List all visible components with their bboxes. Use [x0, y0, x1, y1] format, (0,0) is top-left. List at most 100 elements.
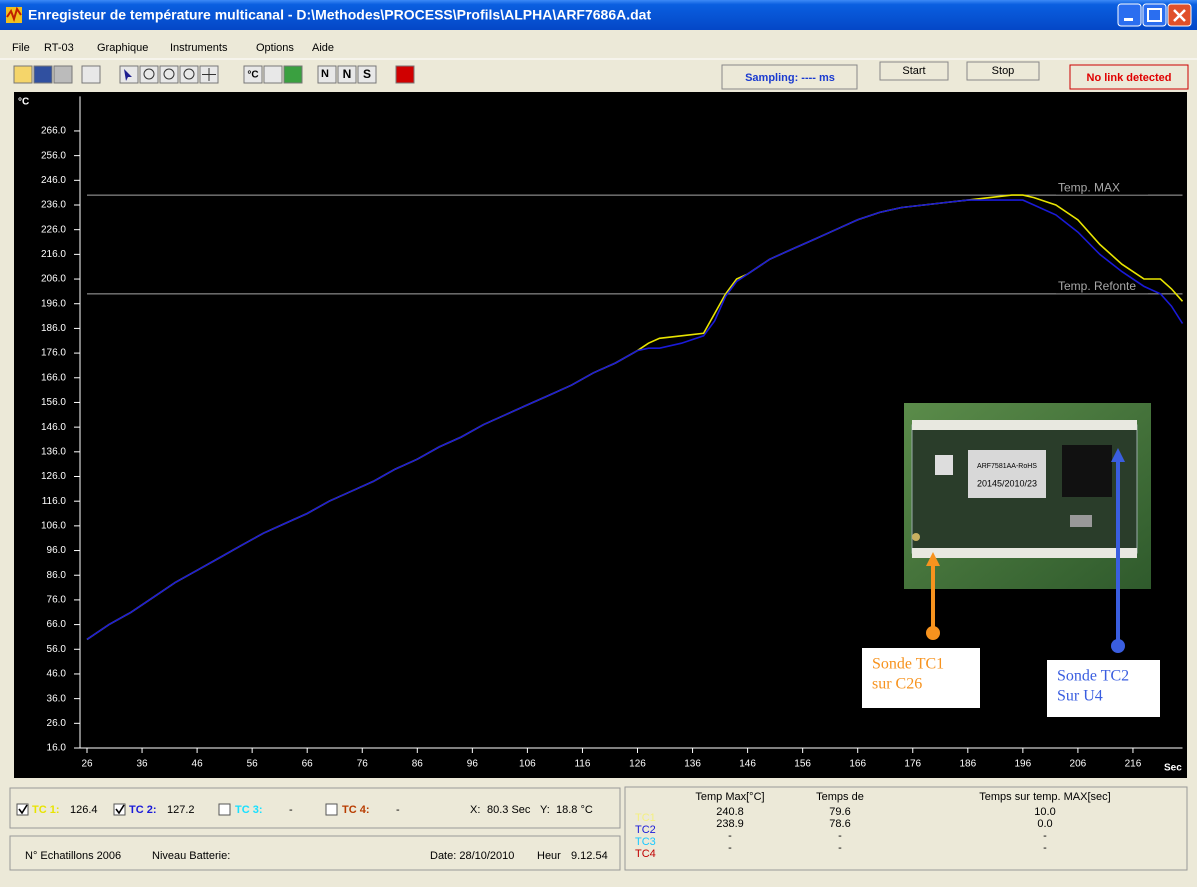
color-button[interactable]	[284, 66, 302, 83]
channel-checkbox[interactable]	[219, 804, 230, 815]
link-status: No link detected	[1087, 72, 1172, 84]
menu-item[interactable]: Graphique	[97, 42, 148, 54]
x-tick-label: 216	[1125, 759, 1142, 770]
y-tick-label: 66.0	[47, 619, 67, 630]
y-tick-label: 46.0	[47, 669, 67, 680]
channel-checkbox[interactable]	[326, 804, 337, 815]
reference-label: Temp. MAX	[1058, 180, 1120, 194]
x-readout-value: 80.3 Sec	[487, 804, 531, 816]
table-cell: -	[1043, 842, 1047, 854]
x-tick-label: 156	[794, 759, 811, 770]
x-tick-label: 126	[629, 759, 646, 770]
channel-value: 126.4	[70, 804, 98, 816]
y-axis-label: °C	[18, 97, 29, 108]
y-tick-label: 76.0	[47, 595, 67, 606]
y-tick-label: 26.0	[47, 718, 67, 729]
app-window: Enregisteur de température multicanal - …	[0, 0, 1197, 887]
table-header: Temp Max[°C]	[695, 791, 764, 803]
x-tick-label: 186	[959, 759, 976, 770]
row-name: TC4	[635, 848, 656, 860]
s-button-label: S	[363, 67, 371, 81]
window-title: Enregisteur de température multicanal - …	[28, 7, 651, 23]
channel-value: -	[289, 804, 293, 816]
y-tick-label: 186.0	[41, 323, 66, 334]
maximize-button[interactable]	[1143, 4, 1166, 26]
row-name: TC3	[635, 836, 656, 848]
x-axis-label: Sec	[1164, 763, 1182, 774]
print-button[interactable]	[54, 66, 72, 83]
sampling-text: Sampling: ---- ms	[745, 72, 835, 84]
ic-u4	[1062, 445, 1112, 497]
table-cell: -	[838, 830, 842, 842]
preview-button[interactable]	[82, 66, 100, 83]
table-cell: 79.6	[829, 806, 850, 818]
menu-item[interactable]: Options	[256, 42, 294, 54]
table-cell: -	[1043, 830, 1047, 842]
stop-label: Stop	[992, 65, 1015, 77]
channel-name: TC 3:	[235, 804, 263, 816]
table-cell: 0.0	[1037, 818, 1052, 830]
x-tick-label: 146	[739, 759, 756, 770]
x-tick-label: 26	[81, 759, 93, 770]
x-tick-label: 166	[849, 759, 866, 770]
menu-item[interactable]: RT-03	[44, 42, 74, 54]
record-button[interactable]	[396, 66, 414, 83]
table-cell: 240.8	[716, 806, 744, 818]
c26-pad	[912, 533, 920, 541]
y-tick-label: 16.0	[47, 743, 67, 754]
y-tick-label: 256.0	[41, 150, 66, 161]
y-readout-label: Y:	[540, 804, 550, 816]
minimize-glyph	[1124, 18, 1133, 21]
y-tick-label: 86.0	[47, 570, 67, 581]
minimize-button[interactable]	[1118, 4, 1141, 26]
menu-item[interactable]: File	[12, 42, 30, 54]
annotation-text: Sonde TC2	[1057, 668, 1129, 685]
table-cell: 10.0	[1034, 806, 1055, 818]
page: Enregisteur de température multicanal - …	[0, 0, 1197, 887]
component	[1070, 515, 1092, 527]
reference-label: Temp. Refonte	[1058, 279, 1136, 293]
x-tick-label: 66	[302, 759, 314, 770]
annotation-text: sur C26	[872, 676, 922, 693]
y-tick-label: 146.0	[41, 422, 66, 433]
pin-row	[912, 548, 1137, 558]
chip-label-plate	[968, 450, 1046, 498]
y-tick-label: 96.0	[47, 545, 67, 556]
y-tick-label: 196.0	[41, 298, 66, 309]
date: Date: 28/10/2010	[430, 850, 514, 862]
y-tick-label: 56.0	[47, 644, 67, 655]
start-label: Start	[902, 65, 925, 77]
y-tick-label: 176.0	[41, 348, 66, 359]
table-header: Temps sur temp. MAX[sec]	[979, 791, 1110, 803]
save-button[interactable]	[34, 66, 52, 83]
x-tick-label: 176	[904, 759, 921, 770]
channel-value: -	[396, 804, 400, 816]
x-tick-label: 46	[192, 759, 204, 770]
channel-value: 127.2	[167, 804, 195, 816]
pin-row	[912, 420, 1137, 430]
arrow-tail-tc2	[1111, 639, 1125, 653]
y-tick-label: 216.0	[41, 249, 66, 260]
inset-photo: ARF7581AA-RoHS 20145/2010/23	[904, 403, 1151, 589]
x-readout-label: X:	[470, 804, 480, 816]
open-button[interactable]	[14, 66, 32, 83]
channel-name: TC 2:	[129, 804, 157, 816]
y-tick-label: 226.0	[41, 224, 66, 235]
y-tick-label: 126.0	[41, 471, 66, 482]
x-tick-label: 56	[247, 759, 259, 770]
y-tick-label: 206.0	[41, 274, 66, 285]
chip-code: 20145/2010/23	[977, 478, 1037, 488]
unit-button-label: °C	[247, 70, 258, 81]
time-label: Heur	[537, 850, 561, 862]
y-tick-label: 266.0	[41, 126, 66, 137]
x-tick-label: 86	[412, 759, 424, 770]
sample-count: N° Echatillons 2006	[25, 850, 121, 862]
x-tick-label: 116	[574, 759, 590, 770]
menu-item[interactable]: Instruments	[170, 42, 228, 54]
table-cell: -	[838, 842, 842, 854]
y-tick-label: 136.0	[41, 446, 66, 457]
x-tick-label: 36	[136, 759, 148, 770]
menu-item[interactable]: Aide	[312, 42, 334, 54]
table-cell: 78.6	[829, 818, 850, 830]
scale-button[interactable]	[264, 66, 282, 83]
